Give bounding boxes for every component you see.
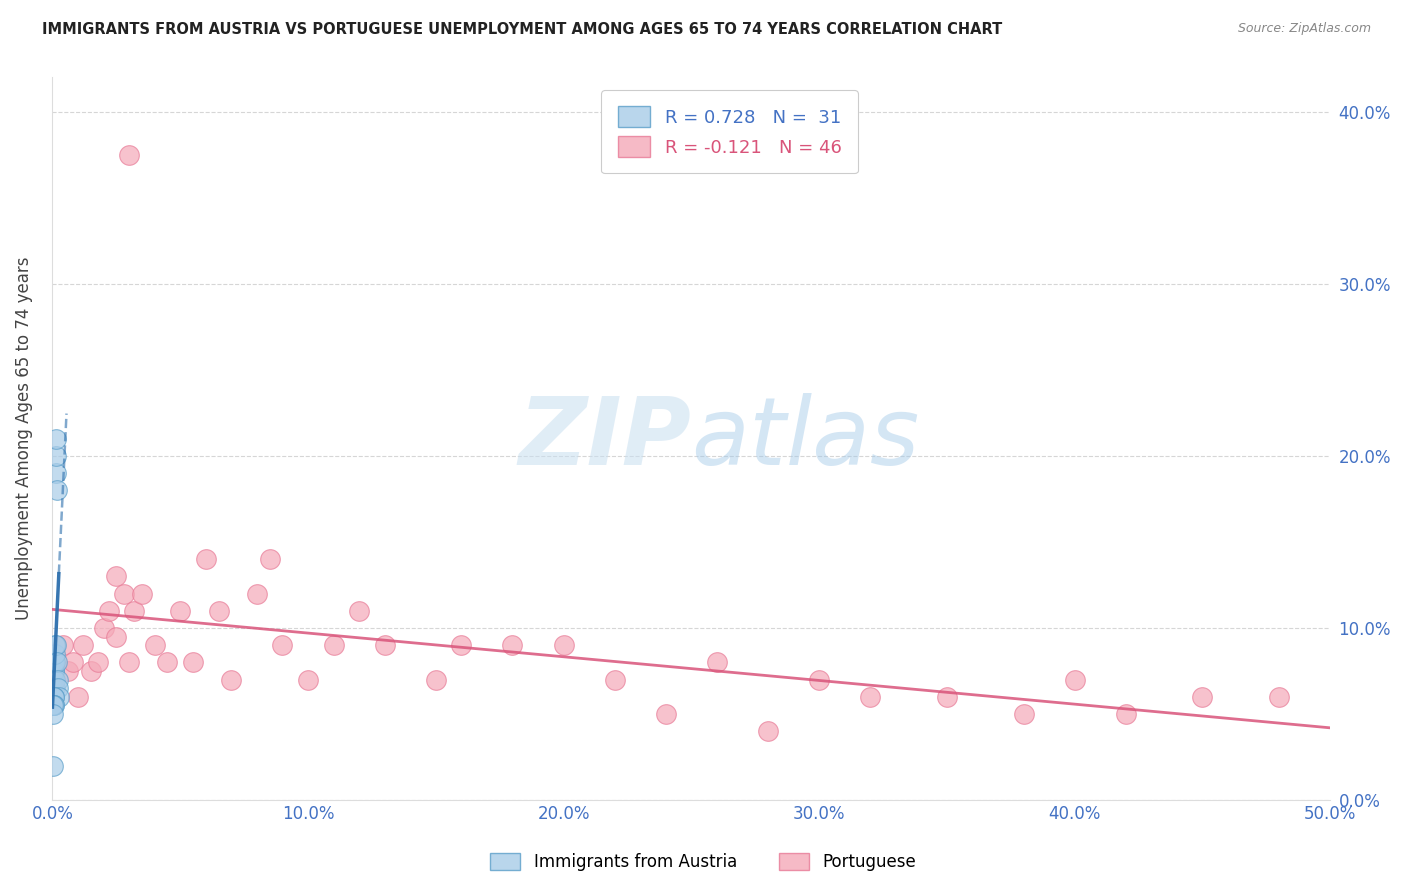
Point	[44, 690, 66, 704]
Point	[44, 664, 66, 678]
Point	[105, 569, 128, 583]
Point	[42, 690, 65, 704]
Point	[44, 673, 66, 687]
Point	[52, 638, 75, 652]
Point	[297, 673, 319, 687]
Point	[553, 638, 575, 652]
Point	[1268, 690, 1291, 704]
Text: IMMIGRANTS FROM AUSTRIA VS PORTUGUESE UNEMPLOYMENT AMONG AGES 65 TO 74 YEARS COR: IMMIGRANTS FROM AUSTRIA VS PORTUGUESE UN…	[42, 22, 1002, 37]
Point	[44, 638, 66, 652]
Point	[44, 655, 66, 669]
Point	[46, 681, 69, 695]
Point	[42, 758, 65, 772]
Point	[706, 655, 728, 669]
Point	[122, 604, 145, 618]
Point	[450, 638, 472, 652]
Point	[1012, 706, 1035, 721]
Point	[169, 604, 191, 618]
Point	[45, 449, 67, 463]
Point	[181, 655, 204, 669]
Point	[221, 673, 243, 687]
Y-axis label: Unemployment Among Ages 65 to 74 years: Unemployment Among Ages 65 to 74 years	[15, 257, 32, 621]
Point	[72, 638, 94, 652]
Point	[259, 552, 281, 566]
Point	[56, 664, 79, 678]
Point	[655, 706, 678, 721]
Point	[207, 604, 229, 618]
Point	[46, 655, 69, 669]
Point	[46, 673, 69, 687]
Point	[143, 638, 166, 652]
Point	[42, 690, 65, 704]
Point	[42, 698, 65, 713]
Point	[1191, 690, 1213, 704]
Point	[105, 630, 128, 644]
Point	[42, 681, 65, 695]
Point	[118, 148, 141, 162]
Point	[1115, 706, 1137, 721]
Point	[156, 655, 179, 669]
Point	[322, 638, 344, 652]
Point	[44, 655, 66, 669]
Point	[42, 706, 65, 721]
Point	[194, 552, 217, 566]
Point	[112, 586, 135, 600]
Legend: R = 0.728   N =  31, R = -0.121   N = 46: R = 0.728 N = 31, R = -0.121 N = 46	[602, 90, 858, 173]
Point	[347, 604, 370, 618]
Point	[246, 586, 269, 600]
Point	[808, 673, 831, 687]
Point	[425, 673, 447, 687]
Point	[374, 638, 396, 652]
Point	[97, 604, 120, 618]
Point	[45, 432, 67, 446]
Text: atlas: atlas	[692, 393, 920, 484]
Point	[44, 647, 66, 661]
Point	[271, 638, 294, 652]
Point	[44, 681, 66, 695]
Point	[44, 698, 66, 713]
Point	[87, 655, 110, 669]
Point	[44, 681, 66, 695]
Point	[80, 664, 103, 678]
Point	[48, 690, 70, 704]
Point	[62, 655, 84, 669]
Point	[45, 466, 67, 480]
Point	[42, 690, 65, 704]
Point	[1063, 673, 1085, 687]
Point	[93, 621, 115, 635]
Point	[118, 655, 141, 669]
Point	[42, 673, 65, 687]
Point	[42, 664, 65, 678]
Point	[603, 673, 626, 687]
Point	[935, 690, 957, 704]
Point	[131, 586, 153, 600]
Point	[45, 483, 67, 498]
Point	[501, 638, 523, 652]
Point	[42, 673, 65, 687]
Text: ZIP: ZIP	[519, 392, 692, 484]
Point	[42, 681, 65, 695]
Point	[44, 638, 66, 652]
Legend: Immigrants from Austria, Portuguese: Immigrants from Austria, Portuguese	[482, 845, 924, 880]
Point	[42, 698, 65, 713]
Point	[859, 690, 882, 704]
Text: Source: ZipAtlas.com: Source: ZipAtlas.com	[1237, 22, 1371, 36]
Point	[66, 690, 89, 704]
Point	[756, 724, 779, 739]
